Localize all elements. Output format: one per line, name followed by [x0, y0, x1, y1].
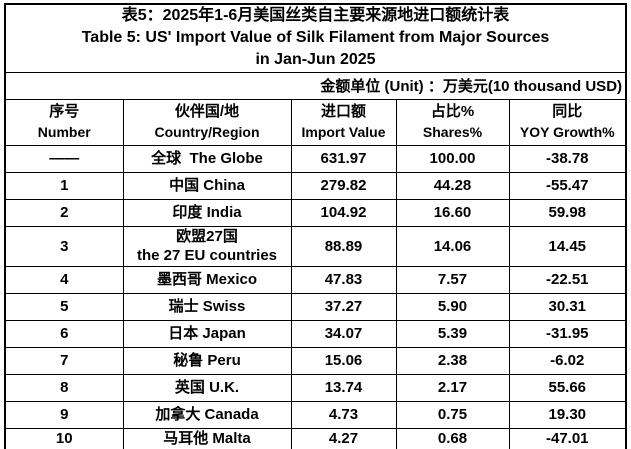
cell-country: 秘鲁 Peru: [122, 346, 292, 375]
cell-yoy: -6.02: [508, 346, 627, 375]
cell-number: 8: [4, 373, 124, 402]
cell-number: 7: [4, 346, 124, 375]
cell-shares: 5.39: [395, 319, 510, 348]
cell-import-value: 88.89: [290, 225, 397, 267]
header-yoy-zh: 同比: [552, 103, 583, 120]
title-row: 表5：2025年1-6月美国丝类自主要来源地进口额统计表 Table 5: US…: [4, 3, 627, 73]
cell-yoy: -22.51: [508, 265, 627, 294]
header-import-value: 进口额 Import Value: [290, 98, 397, 146]
cell-shares: 44.28: [395, 171, 510, 200]
table-row: 4 墨西哥 Mexico 47.83 7.57 -22.51: [4, 265, 627, 294]
cell-yoy: -55.47: [508, 171, 627, 200]
cell-yoy: 14.45: [508, 225, 627, 267]
title-line-zh: 表5：2025年1-6月美国丝类自主要来源地进口额统计表: [121, 7, 510, 25]
header-number-en: Number: [37, 124, 91, 140]
cell-number: 1: [4, 171, 124, 200]
unit-note: 金额单位 (Unit) ：万美元(10 thousand USD): [4, 71, 627, 100]
cell-country: 墨西哥 Mexico: [122, 265, 292, 294]
title-line-en: Table 5: US' Import Value of Silk Filame…: [81, 29, 550, 47]
table-row: 6 日本 Japan 34.07 5.39 -31.95: [4, 319, 627, 348]
cell-shares: 100.00: [395, 144, 510, 173]
cell-country: 马耳他 Malta: [122, 427, 292, 449]
table-row: 9 加拿大 Canada 4.73 0.75 19.30: [4, 400, 627, 429]
header-row: 序号 Number 伙伴国/地 Country/Region 进口额 Impor…: [4, 98, 627, 146]
cell-import-value: 279.82: [290, 171, 397, 200]
cell-country: 瑞士 Swiss: [122, 292, 292, 321]
cell-import-value: 15.06: [290, 346, 397, 375]
table-row: 10 马耳他 Malta 4.27 0.68 -47.01: [4, 427, 627, 449]
cell-country: 印度 India: [122, 198, 292, 227]
cell-yoy: 55.66: [508, 373, 627, 402]
table-row: 3 欧盟27国 the 27 EU countries 88.89 14.06 …: [4, 225, 627, 267]
cell-shares: 0.68: [395, 427, 510, 449]
header-yoy: 同比 YOY Growth%: [508, 98, 627, 146]
cell-shares: 14.06: [395, 225, 510, 267]
header-number: 序号 Number: [4, 98, 124, 146]
header-shares-zh: 占比%: [430, 103, 475, 120]
cell-yoy: -47.01: [508, 427, 627, 449]
table-row: 7 秘鲁 Peru 15.06 2.38 -6.02: [4, 346, 627, 375]
cell-country: 加拿大 Canada: [122, 400, 292, 429]
cell-country: 欧盟27国 the 27 EU countries: [122, 225, 292, 267]
silk-import-table: 表5：2025年1-6月美国丝类自主要来源地进口额统计表 Table 5: US…: [4, 3, 628, 449]
table-row: 1 中国 China 279.82 44.28 -55.47: [4, 171, 627, 200]
unit-row: 金额单位 (Unit) ：万美元(10 thousand USD): [4, 71, 627, 100]
cell-shares: 2.17: [395, 373, 510, 402]
cell-import-value: 37.27: [290, 292, 397, 321]
cell-number: 4: [4, 265, 124, 294]
cell-number: 2: [4, 198, 124, 227]
cell-yoy: 59.98: [508, 198, 627, 227]
cell-number: 3: [4, 225, 124, 267]
header-import-value-en: Import Value: [301, 124, 386, 140]
cell-import-value: 104.92: [290, 198, 397, 227]
cell-yoy: -31.95: [508, 319, 627, 348]
header-shares: 占比% Shares%: [395, 98, 510, 146]
cell-import-value: 4.27: [290, 427, 397, 449]
header-country-zh: 伙伴国/地: [174, 103, 240, 120]
cell-import-value: 34.07: [290, 319, 397, 348]
table-row: 2 印度 India 104.92 16.60 59.98: [4, 198, 627, 227]
cell-number: 5: [4, 292, 124, 321]
cell-number: 9: [4, 400, 124, 429]
header-shares-en: Shares%: [422, 124, 483, 140]
cell-country: 中国 China: [122, 171, 292, 200]
table-row: 8 英国 U.K. 13.74 2.17 55.66: [4, 373, 627, 402]
cell-import-value: 47.83: [290, 265, 397, 294]
cell-country: 全球 The Globe: [122, 144, 292, 173]
title-line-date: in Jan-Jun 2025: [255, 51, 376, 69]
cell-yoy: -38.78: [508, 144, 627, 173]
cell-country: 英国 U.K.: [122, 373, 292, 402]
table-row: —— 全球 The Globe 631.97 100.00 -38.78: [4, 144, 627, 173]
cell-shares: 16.60: [395, 198, 510, 227]
header-number-zh: 序号: [49, 103, 80, 120]
header-yoy-en: YOY Growth%: [519, 124, 615, 140]
cell-shares: 0.75: [395, 400, 510, 429]
cell-import-value: 13.74: [290, 373, 397, 402]
cell-number: 6: [4, 319, 124, 348]
cell-yoy: 19.30: [508, 400, 627, 429]
cell-import-value: 4.73: [290, 400, 397, 429]
cell-shares: 2.38: [395, 346, 510, 375]
header-country: 伙伴国/地 Country/Region: [122, 98, 292, 146]
cell-yoy: 30.31: [508, 292, 627, 321]
cell-shares: 7.57: [395, 265, 510, 294]
table-title: 表5：2025年1-6月美国丝类自主要来源地进口额统计表 Table 5: US…: [4, 3, 627, 73]
cell-number: ——: [4, 144, 124, 173]
cell-import-value: 631.97: [290, 144, 397, 173]
table-row: 5 瑞士 Swiss 37.27 5.90 30.31: [4, 292, 627, 321]
cell-number: 10: [4, 427, 124, 449]
cell-shares: 5.90: [395, 292, 510, 321]
header-import-value-zh: 进口额: [320, 103, 366, 120]
header-country-en: Country/Region: [154, 124, 260, 140]
cell-country: 日本 Japan: [122, 319, 292, 348]
